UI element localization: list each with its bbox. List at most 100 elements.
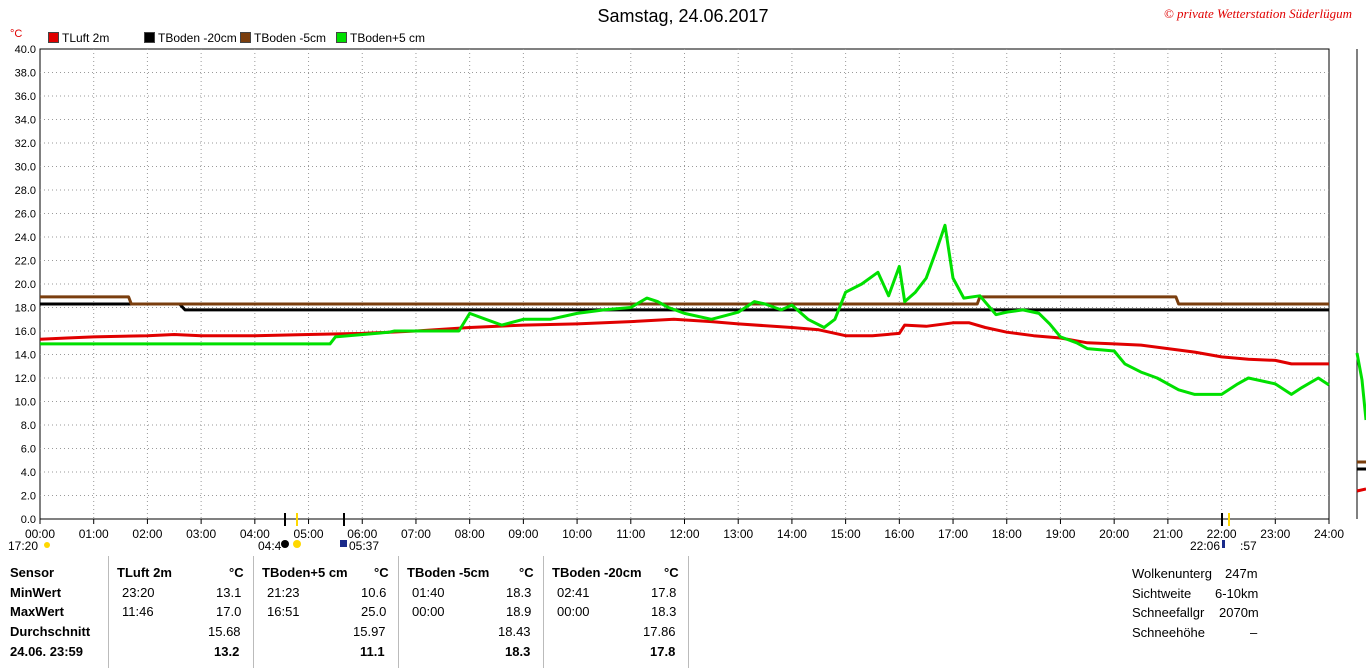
sunset-label-left: 22:06 bbox=[1190, 539, 1221, 553]
legend-label: TBoden+5 cm bbox=[350, 31, 426, 45]
x-tick-label: 24:00 bbox=[1314, 527, 1344, 541]
sunset-prev-label: 17:20 bbox=[8, 539, 39, 553]
tb5-max-time: 16:51 bbox=[267, 604, 300, 619]
moon-icon bbox=[1222, 540, 1225, 548]
x-tick-label: 16:00 bbox=[884, 527, 914, 541]
x-tick-label: 09:00 bbox=[508, 527, 538, 541]
legend-item-tboden+5: TBoden+5 cm bbox=[336, 31, 425, 45]
y-tick-label: 0.0 bbox=[21, 514, 36, 526]
info-value: – bbox=[1250, 625, 1258, 640]
chart-series bbox=[39, 223, 1330, 396]
chart-axes: 0.0 2.0 4.0 6.0 8.0 10.0 12.0 14.0 16.0 18.0 20.0 2… bbox=[10, 28, 1344, 541]
x-tick-label: 18:00 bbox=[992, 527, 1022, 541]
y-tick-label: 4.0 bbox=[21, 467, 36, 479]
y-tick-label: 32.0 bbox=[15, 138, 36, 150]
separator bbox=[398, 556, 399, 668]
info-label: Sichtweite bbox=[1132, 586, 1192, 601]
y-tick-label: 36.0 bbox=[15, 91, 36, 103]
y-tick-label: 16.0 bbox=[15, 326, 36, 338]
tbm5-avg: 18.43 bbox=[498, 624, 531, 639]
header-tluft: TLuft 2m bbox=[117, 565, 172, 580]
series-line-tboden-20cm bbox=[40, 302, 1329, 312]
right-scale-mark bbox=[1355, 352, 1366, 421]
tb5-min: 10.6 bbox=[361, 585, 387, 600]
x-tick-label: 05:00 bbox=[294, 527, 324, 541]
x-tick-label: 15:00 bbox=[831, 527, 861, 541]
header-tbm5-unit: °C bbox=[519, 565, 534, 580]
x-tick-label: 19:00 bbox=[1045, 527, 1075, 541]
separator bbox=[543, 556, 544, 668]
series-line-tboden-5-cm bbox=[40, 223, 1330, 396]
y-tick-label: 20.0 bbox=[15, 279, 36, 291]
x-tick-label: 11:00 bbox=[616, 527, 645, 541]
sunrise-label-right: 05:37 bbox=[349, 539, 380, 553]
header-tbm20: TBoden -20cm bbox=[552, 565, 642, 580]
legend-swatch bbox=[336, 32, 347, 43]
tbm5-max: 18.9 bbox=[506, 604, 532, 619]
y-tick-label: 2.0 bbox=[21, 491, 36, 503]
y-tick-label: 8.0 bbox=[21, 420, 36, 432]
info-value: 2070m bbox=[1219, 605, 1259, 620]
series-line-tluft-2m bbox=[39, 317, 1329, 366]
info-label: Wolkenunterg bbox=[1132, 566, 1212, 581]
sunset-label-right: :57 bbox=[1240, 539, 1257, 553]
y-tick-label: 22.0 bbox=[15, 256, 36, 268]
temperature-chart: 0.0 2.0 4.0 6.0 8.0 10.0 12.0 14.0 16.0 18.0 20.0 2… bbox=[10, 28, 1366, 548]
tluft-max: 17.0 bbox=[216, 604, 242, 619]
header-tb5: TBoden+5 cm bbox=[262, 565, 348, 580]
moon-icon bbox=[281, 540, 289, 548]
legend-swatch bbox=[144, 32, 155, 43]
x-tick-label: 23:00 bbox=[1260, 527, 1290, 541]
x-tick-label: 02:00 bbox=[132, 527, 162, 541]
tbm20-min-time: 02:41 bbox=[557, 585, 590, 600]
y-tick-label: 18.0 bbox=[15, 303, 36, 315]
info-label: Schneefallgr bbox=[1132, 605, 1205, 620]
tluft-last: 13.2 bbox=[214, 644, 240, 659]
legend-label: TBoden -5cm bbox=[254, 31, 327, 45]
tbm20-min: 17.8 bbox=[651, 585, 677, 600]
y-tick-label: 24.0 bbox=[15, 232, 36, 244]
sun-icon bbox=[44, 542, 50, 548]
chart-extras bbox=[44, 49, 1366, 548]
sunrise-label-left: 04:4 bbox=[258, 539, 282, 553]
x-tick-label: 04:00 bbox=[240, 527, 270, 541]
tluft-min-time: 23:20 bbox=[122, 585, 155, 600]
x-tick-label: 08:00 bbox=[455, 527, 485, 541]
separator bbox=[688, 556, 689, 668]
y-tick-label: 30.0 bbox=[15, 162, 36, 174]
legend-swatch bbox=[240, 32, 251, 43]
info-value: 247m bbox=[1225, 566, 1258, 581]
x-tick-label: 21:00 bbox=[1153, 527, 1183, 541]
chart-grid bbox=[39, 48, 1330, 520]
y-tick-label: 6.0 bbox=[21, 444, 36, 456]
x-tick-label: 13:00 bbox=[723, 527, 753, 541]
y-axis-label: °C bbox=[10, 28, 22, 40]
tbm5-min: 18.3 bbox=[506, 585, 532, 600]
tluft-avg: 15.68 bbox=[208, 624, 241, 639]
info-label: Schneehöhe bbox=[1132, 625, 1206, 640]
legend-item-tluft: TLuft 2m bbox=[48, 31, 109, 45]
x-tick-label: 10:00 bbox=[562, 527, 592, 541]
tbm5-last: 18.3 bbox=[505, 644, 531, 659]
y-tick-label: 34.0 bbox=[15, 115, 36, 127]
header-tluft-unit: °C bbox=[229, 565, 244, 580]
tluft-min: 13.1 bbox=[216, 585, 242, 600]
tb5-max: 25.0 bbox=[361, 604, 387, 619]
y-tick-label: 12.0 bbox=[15, 373, 36, 385]
y-tick-label: 14.0 bbox=[15, 350, 36, 362]
tbm20-max: 18.3 bbox=[651, 604, 677, 619]
header-tbm20-unit: °C bbox=[664, 565, 679, 580]
header-tbm5: TBoden -5cm bbox=[407, 565, 490, 580]
tbm20-last: 17.8 bbox=[650, 644, 676, 659]
x-tick-label: 00:00 bbox=[25, 527, 55, 541]
tbm5-max-time: 00:00 bbox=[412, 604, 445, 619]
separator bbox=[253, 556, 254, 668]
tb5-last: 11.1 bbox=[360, 644, 385, 659]
tb5-min-time: 21:23 bbox=[267, 585, 300, 600]
tbm5-min-time: 01:40 bbox=[412, 585, 445, 600]
series-line-tboden-5cm bbox=[40, 295, 1329, 306]
tbm20-avg: 17.86 bbox=[643, 624, 676, 639]
y-tick-label: 26.0 bbox=[15, 209, 36, 221]
info-value: 6-10km bbox=[1215, 586, 1259, 601]
legend-label: TBoden -20cm bbox=[158, 31, 237, 45]
